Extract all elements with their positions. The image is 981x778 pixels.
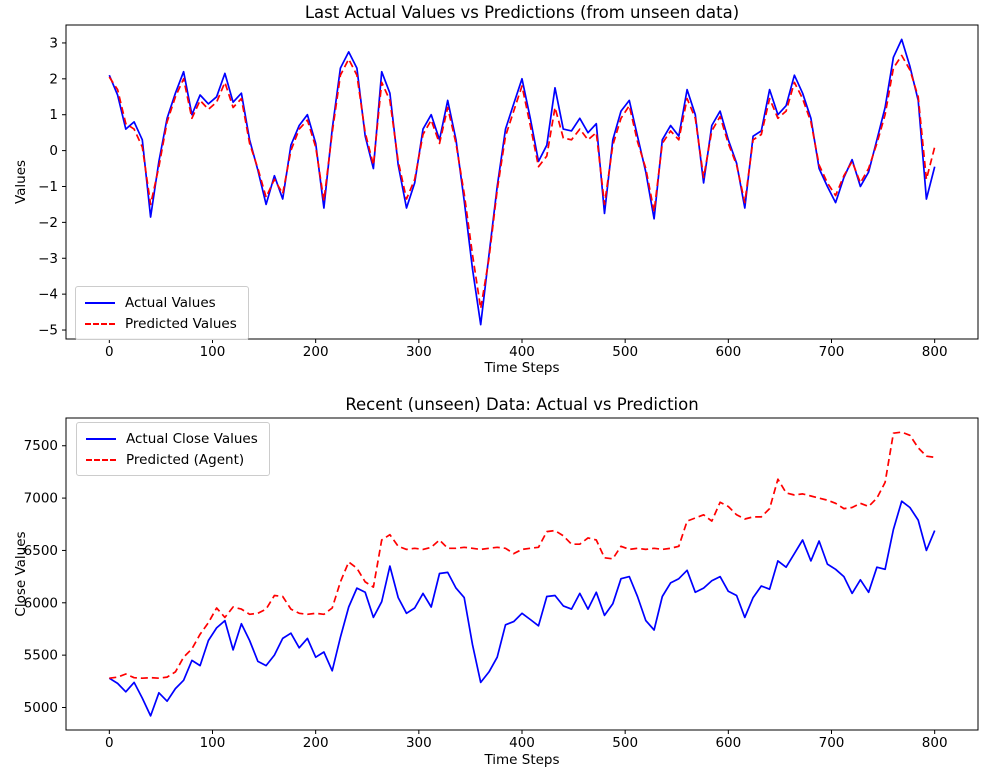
chart1-legend: Actual Values Predicted Values (75, 286, 249, 340)
chart2-legend: Actual Close Values Predicted (Agent) (76, 422, 270, 476)
legend-line-swatch (85, 322, 115, 325)
y-axis-tick-label: 1 (49, 107, 58, 123)
x-axis-tick-label: 400 (509, 344, 535, 360)
y-axis-tick-label: 5000 (24, 700, 58, 716)
legend-label: Predicted (Agent) (126, 451, 245, 468)
x-axis-tick-label: 100 (200, 344, 226, 360)
y-axis-tick-label: 6000 (24, 595, 58, 611)
legend-line-swatch (86, 458, 116, 461)
y-axis-tick-label: 7000 (24, 491, 58, 507)
y-axis-tick-label: −2 (38, 215, 58, 231)
y-axis-tick-label: 0 (49, 143, 58, 159)
y-axis-tick-label: 2 (49, 71, 58, 87)
y-axis-tick-label: −4 (38, 287, 58, 303)
x-axis-tick-label: 700 (819, 735, 845, 751)
legend-item: Predicted (Agent) (86, 449, 258, 470)
legend-label: Actual Values (125, 294, 216, 311)
x-axis-tick-label: 800 (922, 735, 948, 751)
legend-label: Predicted Values (125, 315, 237, 332)
y-axis-tick-label: 7500 (24, 438, 58, 454)
x-axis-tick-label: 100 (200, 735, 226, 751)
y-axis-tick-label: 5500 (24, 648, 58, 664)
x-axis-tick-label: 300 (406, 735, 432, 751)
chart2-title: Recent (unseen) Data: Actual vs Predicti… (345, 395, 699, 414)
legend-line-swatch (86, 437, 116, 440)
y-axis-tick-label: 6500 (24, 543, 58, 559)
legend-item: Actual Values (85, 292, 237, 313)
series-line-actual-values (108, 38, 936, 326)
x-axis-tick-label: 500 (612, 735, 638, 751)
x-axis-tick-label: 700 (819, 344, 845, 360)
y-axis-tick-label: −3 (38, 251, 58, 267)
x-axis-tick-label: 800 (922, 344, 948, 360)
x-axis-tick-label: 300 (406, 344, 432, 360)
x-axis-tick-label: 400 (509, 735, 535, 751)
x-axis-tick-label: 600 (715, 344, 741, 360)
x-axis-tick-label: 200 (303, 735, 329, 751)
legend-label: Actual Close Values (126, 430, 258, 447)
series-line-actual-close-values (108, 500, 936, 717)
x-axis-tick-label: 0 (105, 735, 114, 751)
series-line-predicted-values (108, 54, 936, 310)
chart1-x-axis-label: Time Steps (484, 360, 560, 376)
legend-item: Actual Close Values (86, 428, 258, 449)
axes-frame (65, 417, 979, 731)
chart2-y-axis-label: Close Values (13, 531, 29, 617)
chart1-title: Last Actual Values vs Predictions (from … (304, 3, 740, 22)
y-axis-tick-label: −1 (38, 179, 58, 195)
x-axis-tick-label: 0 (105, 344, 114, 360)
y-axis-tick-label: −5 (38, 323, 58, 339)
axes-frame (65, 24, 979, 340)
x-axis-tick-label: 200 (303, 344, 329, 360)
chart2-x-axis-label: Time Steps (484, 752, 560, 768)
legend-item: Predicted Values (85, 313, 237, 334)
y-axis-tick-label: 3 (49, 35, 58, 51)
legend-line-swatch (85, 301, 115, 304)
chart1-y-axis-label: Values (13, 159, 29, 205)
x-axis-tick-label: 600 (715, 735, 741, 751)
x-axis-tick-label: 500 (612, 344, 638, 360)
